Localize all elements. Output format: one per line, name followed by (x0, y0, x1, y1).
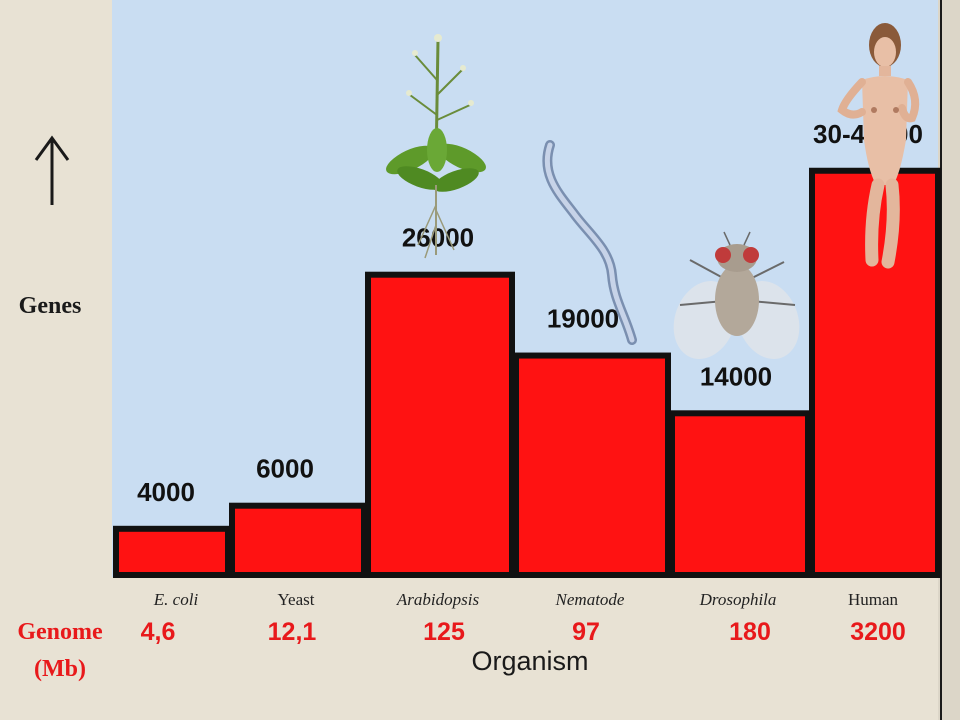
bar-drosophila (669, 410, 811, 578)
value-labels-group: 4000600026000190001400030-40000 (137, 119, 923, 507)
category-label: Human (848, 590, 899, 609)
value-label: 19000 (547, 304, 619, 334)
genome-unit-label: (Mb) (34, 656, 86, 682)
value-label: 6000 (256, 454, 314, 484)
y-axis-arrow-icon (34, 135, 70, 205)
genome-size-value: 180 (729, 618, 771, 646)
genome-size-value: 3200 (850, 618, 906, 646)
nematode-worm-icon (542, 140, 637, 345)
category-label: Drosophila (699, 590, 777, 609)
genome-size-value: 125 (423, 618, 465, 646)
genome-size-value: 12,1 (268, 618, 317, 646)
category-labels-group: E. coli Yeast Arabidopsis Nematode Drosophil… (153, 590, 899, 609)
genome-size-value: 4,6 (141, 618, 176, 646)
x-axis-label: Organism (471, 646, 588, 676)
value-label: 14000 (700, 361, 772, 391)
bar-yeast (229, 502, 367, 579)
bar-arabidopsis (365, 271, 515, 578)
y-axis-label: Genes (19, 293, 82, 319)
right-margin (938, 0, 960, 720)
genome-size-labels-group: 4,6 12,1 125 97 180 3200 (141, 618, 906, 646)
human-figure-icon (837, 23, 920, 269)
category-label: E. coli (153, 590, 199, 609)
bar-e-coli (113, 525, 231, 578)
drosophila-fly-icon (673, 231, 800, 359)
category-label: Yeast (277, 590, 314, 609)
value-label: 4000 (137, 477, 195, 507)
bar-nematode (513, 352, 671, 578)
genome-label: Genome (17, 619, 103, 645)
arabidopsis-plant-icon (386, 34, 486, 259)
category-label: Nematode (555, 590, 625, 609)
category-label: Arabidopsis (396, 590, 480, 609)
value-label: 26000 (402, 223, 474, 253)
bars-group (113, 167, 941, 579)
genome-size-value: 97 (572, 618, 600, 646)
